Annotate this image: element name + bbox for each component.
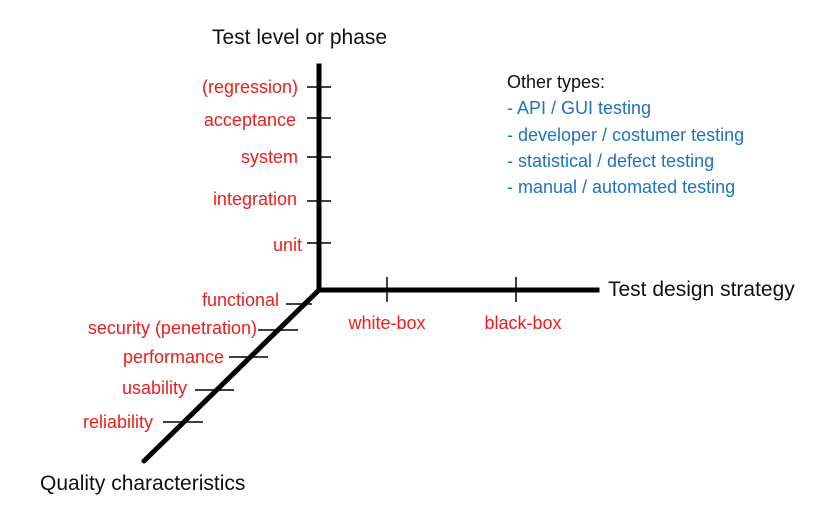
strategy-label-black-box: black-box — [484, 313, 562, 333]
quality-label-security: security (penetration) — [87, 318, 257, 338]
strategy-label-white-box: white-box — [348, 313, 426, 333]
level-label-integration: integration — [212, 189, 297, 209]
quality-label-usability: usability — [121, 378, 187, 398]
vertical-axis-title: Test level or phase — [212, 26, 388, 49]
other-types-item: - developer / costumer testing — [507, 125, 745, 145]
horizontal-axis-title: Test design strategy — [608, 278, 795, 301]
level-label-unit: unit — [272, 235, 302, 255]
level-label-regression: (regression) — [201, 77, 298, 97]
other-types-item: - statistical / defect testing — [507, 151, 715, 171]
level-label-acceptance: acceptance — [203, 110, 296, 130]
other-types-item: - API / GUI testing — [507, 98, 652, 118]
quality-label-reliability: reliability — [82, 412, 153, 432]
quality-label-functional: functional — [201, 290, 279, 310]
level-label-system: system — [240, 147, 298, 167]
diagonal-axis-title: Quality characteristics — [40, 472, 246, 495]
diagonal-axis-line — [141, 287, 322, 464]
quality-label-performance: performance — [122, 347, 224, 367]
other-types-item: - manual / automated testing — [507, 177, 736, 197]
other-types-title: Other types: — [507, 72, 606, 92]
